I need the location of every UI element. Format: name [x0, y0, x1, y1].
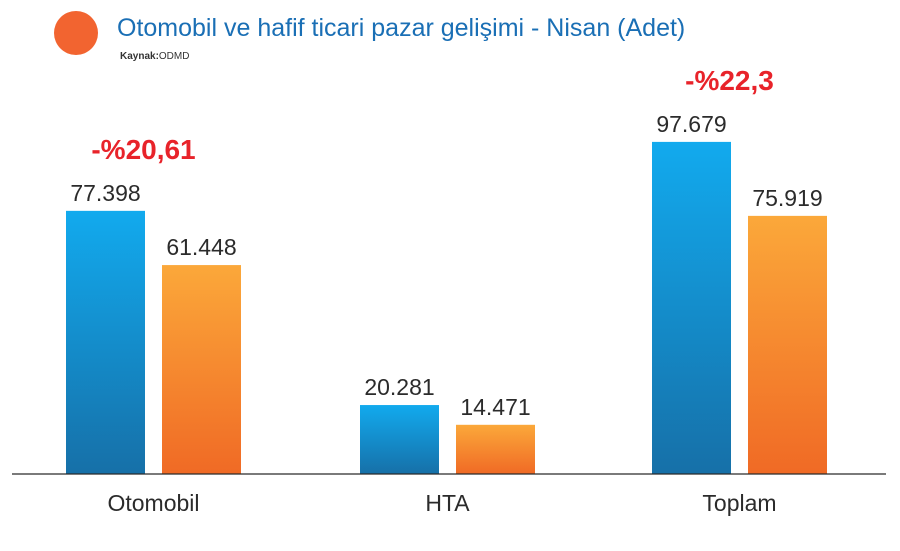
change-label-otomobil: -%20,61 — [91, 134, 195, 165]
data-label-hta-1: 20.281 — [364, 374, 434, 400]
data-label-toplam-2: 75.919 — [752, 185, 822, 211]
bar-otomobil-2 — [162, 265, 241, 474]
source-value: ODMD — [158, 51, 190, 62]
category-label-otomobil: Otomobil — [107, 490, 199, 516]
change-label-toplam: -%22,3 — [685, 65, 774, 96]
bars-layer — [66, 141, 827, 474]
data-label-otomobil-2: 61.448 — [166, 234, 236, 260]
labels-layer: 77.398 61.448 Otomobil -%20,61 20.281 14.471 H… — [70, 65, 822, 516]
chart-title: Otomobil ve hafif ticari pazar gelişimi … — [117, 14, 686, 42]
bar-toplam-2 — [748, 215, 827, 474]
category-label-toplam: Toplam — [702, 490, 776, 516]
chart-header: Otomobil ve hafif ticari pazar gelişimi … — [0, 0, 900, 80]
bar-hta-2 — [456, 424, 535, 474]
data-label-hta-2: 14.471 — [460, 394, 530, 420]
orange-dot-icon — [54, 11, 98, 55]
bar-hta-1 — [360, 405, 439, 474]
bar-toplam-1 — [652, 141, 731, 474]
source-line: Kaynak:ODMD — [120, 51, 189, 62]
data-label-toplam-1: 97.679 — [656, 111, 726, 137]
source-label: Kaynak: — [120, 51, 159, 62]
bar-otomobil-1 — [66, 210, 145, 474]
data-label-otomobil-1: 77.398 — [70, 180, 140, 206]
category-label-hta: HTA — [425, 490, 470, 516]
